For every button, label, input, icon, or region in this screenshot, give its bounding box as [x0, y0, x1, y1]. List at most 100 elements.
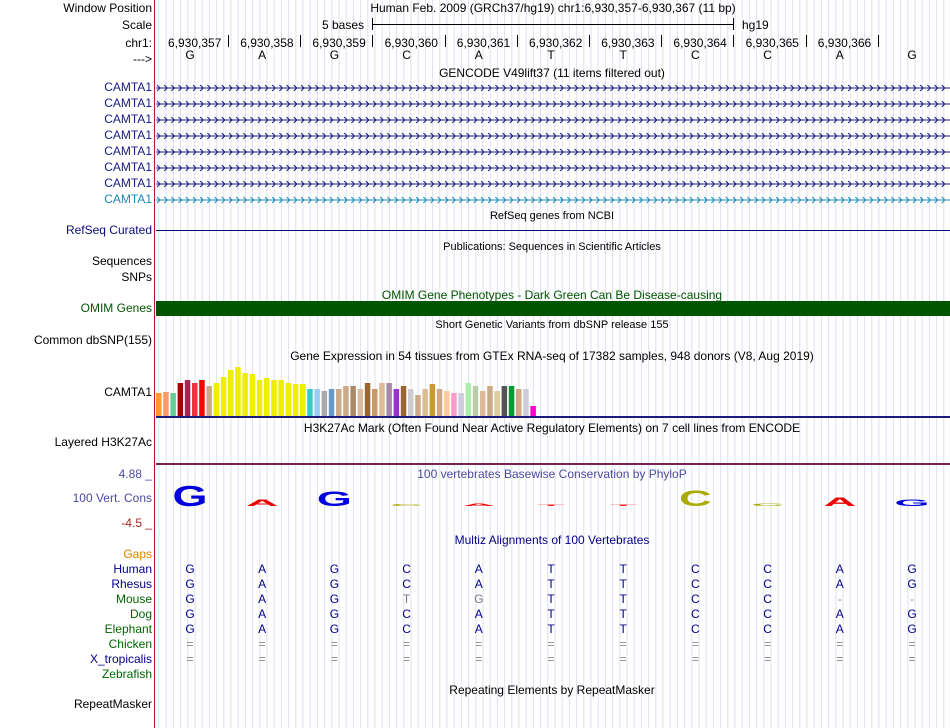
alignment-base: =: [764, 652, 772, 666]
strand-chevron: [279, 148, 284, 156]
conservation-max-value: 4.88 _: [118, 467, 152, 481]
omim-track-title[interactable]: OMIM Gene Phenotypes - Dark Green Can Be…: [381, 288, 723, 302]
strand-chevron: [682, 196, 687, 204]
strand-chevron: [552, 100, 557, 108]
strand-chevron: [387, 116, 392, 124]
species-label[interactable]: Dog: [129, 607, 152, 621]
omim-label[interactable]: OMIM Genes: [80, 301, 152, 315]
strand-chevron: [444, 148, 449, 156]
conservation-label[interactable]: 100 Vert. Cons: [72, 491, 152, 505]
strand-chevron: [415, 196, 420, 204]
sequences-label[interactable]: Sequences: [91, 254, 152, 268]
dbsnp-track-title[interactable]: Short Genetic Variants from dbSNP releas…: [435, 319, 669, 331]
strand-chevron: [869, 132, 874, 140]
repeatmasker-track-title[interactable]: Repeating Elements by RepeatMasker: [449, 683, 655, 697]
gtex-track-title[interactable]: Gene Expression in 54 tissues from GTEx …: [290, 349, 814, 363]
strand-chevron: [653, 132, 658, 140]
gencode-transcript-label[interactable]: CAMTA1: [104, 80, 152, 94]
snps-label[interactable]: SNPs: [121, 270, 152, 284]
gencode-transcript-label[interactable]: CAMTA1: [104, 192, 152, 206]
strand-chevron: [408, 180, 413, 188]
h3k27ac-track-title[interactable]: H3K27Ac Mark (Often Found Near Active Re…: [303, 421, 801, 435]
strand-chevron: [358, 116, 363, 124]
species-label[interactable]: X_tropicalis: [89, 652, 152, 666]
species-label[interactable]: Chicken: [108, 637, 152, 651]
gtex-expression-chart[interactable]: [156, 362, 556, 416]
dbsnp-label[interactable]: Common dbSNP(155): [33, 333, 152, 347]
strand-chevron: [891, 84, 896, 92]
strand-chevron: [941, 116, 946, 124]
gtex-label[interactable]: CAMTA1: [104, 385, 152, 399]
gencode-transcript-label[interactable]: CAMTA1: [104, 112, 152, 126]
alignment-base: G: [907, 562, 917, 576]
refseq-track-title[interactable]: RefSeq genes from NCBI: [489, 210, 615, 222]
omim-gene-bar[interactable]: [156, 301, 950, 316]
strand-chevron: [811, 148, 816, 156]
h3k27ac-label[interactable]: Layered H3K27Ac: [54, 435, 152, 449]
species-label[interactable]: Rhesus: [111, 577, 152, 591]
refseq-gene-line[interactable]: [156, 230, 950, 231]
strand-chevron: [250, 100, 255, 108]
strand-chevron: [444, 132, 449, 140]
repeatmasker-label[interactable]: RepeatMasker: [73, 697, 152, 711]
strand-chevron: [876, 180, 881, 188]
strand-chevron: [163, 180, 168, 188]
refseq-label[interactable]: RefSeq Curated: [65, 223, 152, 237]
conservation-track-title[interactable]: 100 vertebrates Basewise Conservation by…: [417, 467, 687, 481]
strand-chevron: [559, 164, 564, 172]
alignment-base: T: [619, 562, 627, 576]
strand-chevron: [408, 132, 413, 140]
strand-chevron: [847, 180, 852, 188]
species-label[interactable]: Human: [113, 562, 152, 576]
strand-chevron: [451, 84, 456, 92]
multiz-track-title[interactable]: Multiz Alignments of 100 Vertebrates: [454, 533, 650, 547]
strand-chevron: [552, 180, 557, 188]
publications-track-title[interactable]: Publications: Sequences in Scientific Ar…: [443, 241, 661, 253]
strand-chevron: [833, 84, 838, 92]
strand-chevron: [718, 132, 723, 140]
strand-chevron: [516, 148, 521, 156]
strand-chevron: [667, 180, 672, 188]
species-label[interactable]: Mouse: [115, 592, 152, 606]
gtex-tissue-bar: [228, 370, 234, 416]
strand-chevron: [351, 180, 356, 188]
gencode-transcript-label[interactable]: CAMTA1: [104, 144, 152, 158]
species-label[interactable]: Elephant: [104, 622, 152, 636]
alignment-base: G: [907, 607, 917, 621]
gtex-tissue-bar: [393, 389, 400, 416]
strand-chevron: [581, 148, 586, 156]
strand-chevron: [883, 84, 888, 92]
strand-chevron: [509, 196, 514, 204]
gaps-label[interactable]: Gaps: [123, 547, 152, 561]
coordinate-tick: [877, 35, 879, 47]
gencode-transcript-label[interactable]: CAMTA1: [104, 160, 152, 174]
strand-chevron: [322, 84, 327, 92]
strand-chevron: [423, 132, 428, 140]
strand-chevron: [480, 164, 485, 172]
strand-chevron: [739, 116, 744, 124]
strand-chevron: [905, 100, 910, 108]
strand-chevron: [768, 132, 773, 140]
species-label[interactable]: Zebrafish: [101, 667, 152, 681]
strand-chevron: [559, 84, 564, 92]
strand-chevron: [912, 164, 917, 172]
strand-chevron: [480, 132, 485, 140]
strand-chevron: [689, 148, 694, 156]
gencode-transcript-label[interactable]: CAMTA1: [104, 128, 152, 142]
reference-base: T: [547, 48, 555, 62]
strand-chevron: [941, 84, 946, 92]
strand-chevron: [603, 100, 608, 108]
gtex-tissue-bar: [177, 383, 184, 416]
gencode-transcripts[interactable]: [156, 80, 950, 208]
gencode-track-title[interactable]: GENCODE V49lift37 (11 items filtered out…: [439, 66, 665, 80]
gtex-tissue-bar: [508, 386, 515, 416]
gencode-transcript-label[interactable]: CAMTA1: [104, 176, 152, 190]
strand-chevron: [343, 100, 348, 108]
strand-chevron: [783, 116, 788, 124]
strand-chevron: [408, 164, 413, 172]
gencode-transcript-label[interactable]: CAMTA1: [104, 96, 152, 110]
strand-chevron: [797, 100, 802, 108]
strand-chevron: [675, 84, 680, 92]
alignment-base: =: [908, 652, 916, 666]
